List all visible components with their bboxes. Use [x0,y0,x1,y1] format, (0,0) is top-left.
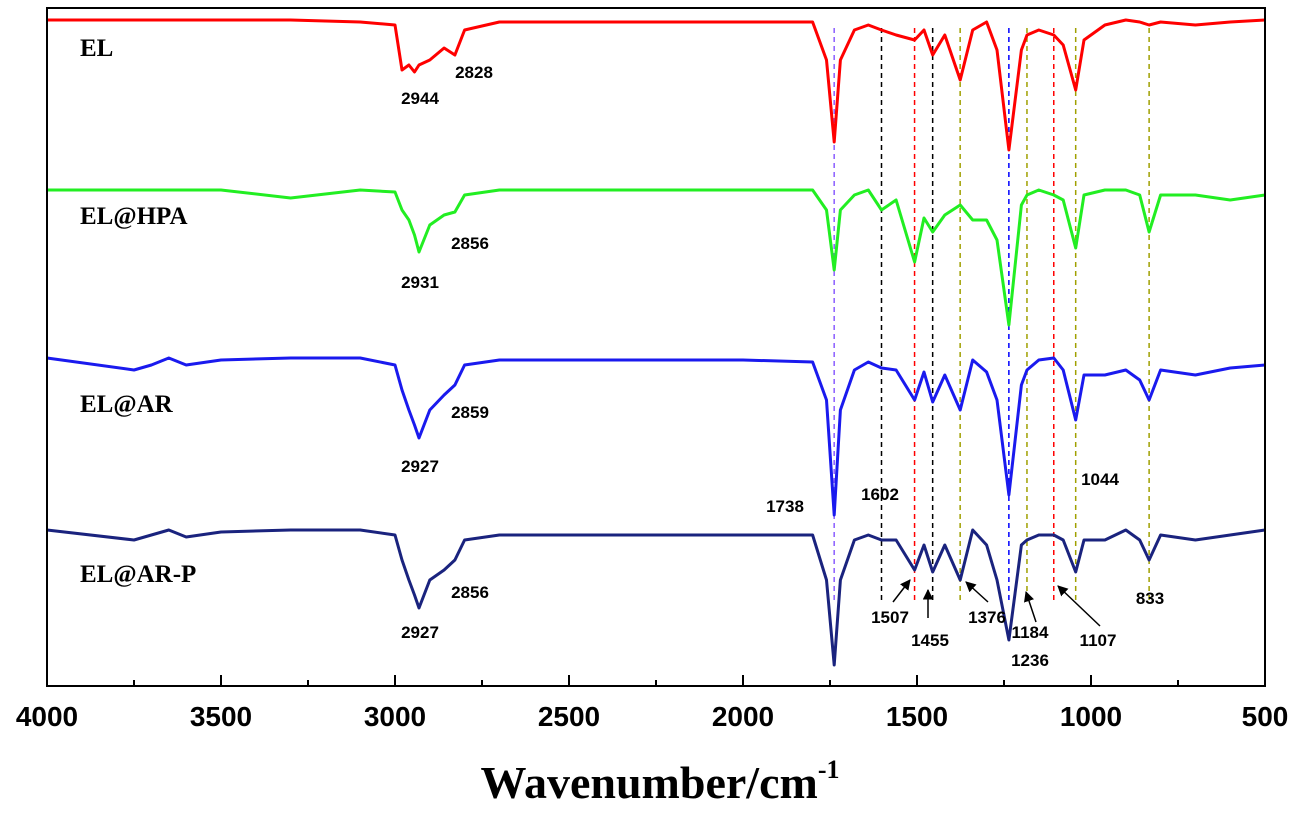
peak-label: 2927 [401,623,439,642]
peak-label: 2944 [401,89,439,108]
x-axis-label: Wavenumber/cm-1 [481,755,840,808]
series-label: EL [80,35,113,62]
peak-label: 1602 [861,485,899,504]
x-tick-label: 500 [1242,701,1289,732]
spectrum-line [47,18,1266,152]
arrows [892,579,1101,627]
series-label: EL@AR [80,391,174,418]
reference-lines [833,28,1150,600]
peak-label: 2931 [401,273,439,292]
x-axis-label-text: Wavenumber/cm [481,757,818,808]
arrow [1057,585,1101,627]
peak-label: 833 [1136,589,1164,608]
peak-label: 1455 [911,631,949,650]
peak-label: 2856 [451,583,489,602]
x-axis-label-superscript: -1 [818,755,840,784]
peak-label: 2856 [451,234,489,253]
peak-label: 1507 [871,608,909,627]
x-tick-label: 4000 [16,701,78,732]
peak-label: 2859 [451,403,489,422]
peak-label: 2828 [455,63,493,82]
peak-label: 1738 [766,497,804,516]
plot-frame [46,7,1266,687]
spectrum-line [46,528,1266,667]
peak-label: 1376 [968,608,1006,627]
arrow [1024,591,1037,623]
arrow [892,579,911,603]
peak-label: 1236 [1011,651,1049,670]
x-tick-label: 1000 [1060,701,1122,732]
peak-label: 1107 [1080,631,1117,650]
x-tick-label: 2500 [538,701,600,732]
series-label: EL@AR-P [80,561,196,588]
spectra [46,18,1266,667]
peak-label: 1184 [1012,623,1049,642]
x-tick-label: 3000 [364,701,426,732]
spectrum-line [47,188,1266,327]
x-tick-label: 2000 [712,701,774,732]
arrow [965,581,989,603]
x-tick-label: 3500 [190,701,252,732]
peak-label: 1044 [1081,470,1119,489]
series-label: EL@HPA [80,203,188,230]
peak-label: 2927 [401,457,439,476]
x-tick-label: 1500 [886,701,948,732]
spectrum-line [46,356,1266,517]
